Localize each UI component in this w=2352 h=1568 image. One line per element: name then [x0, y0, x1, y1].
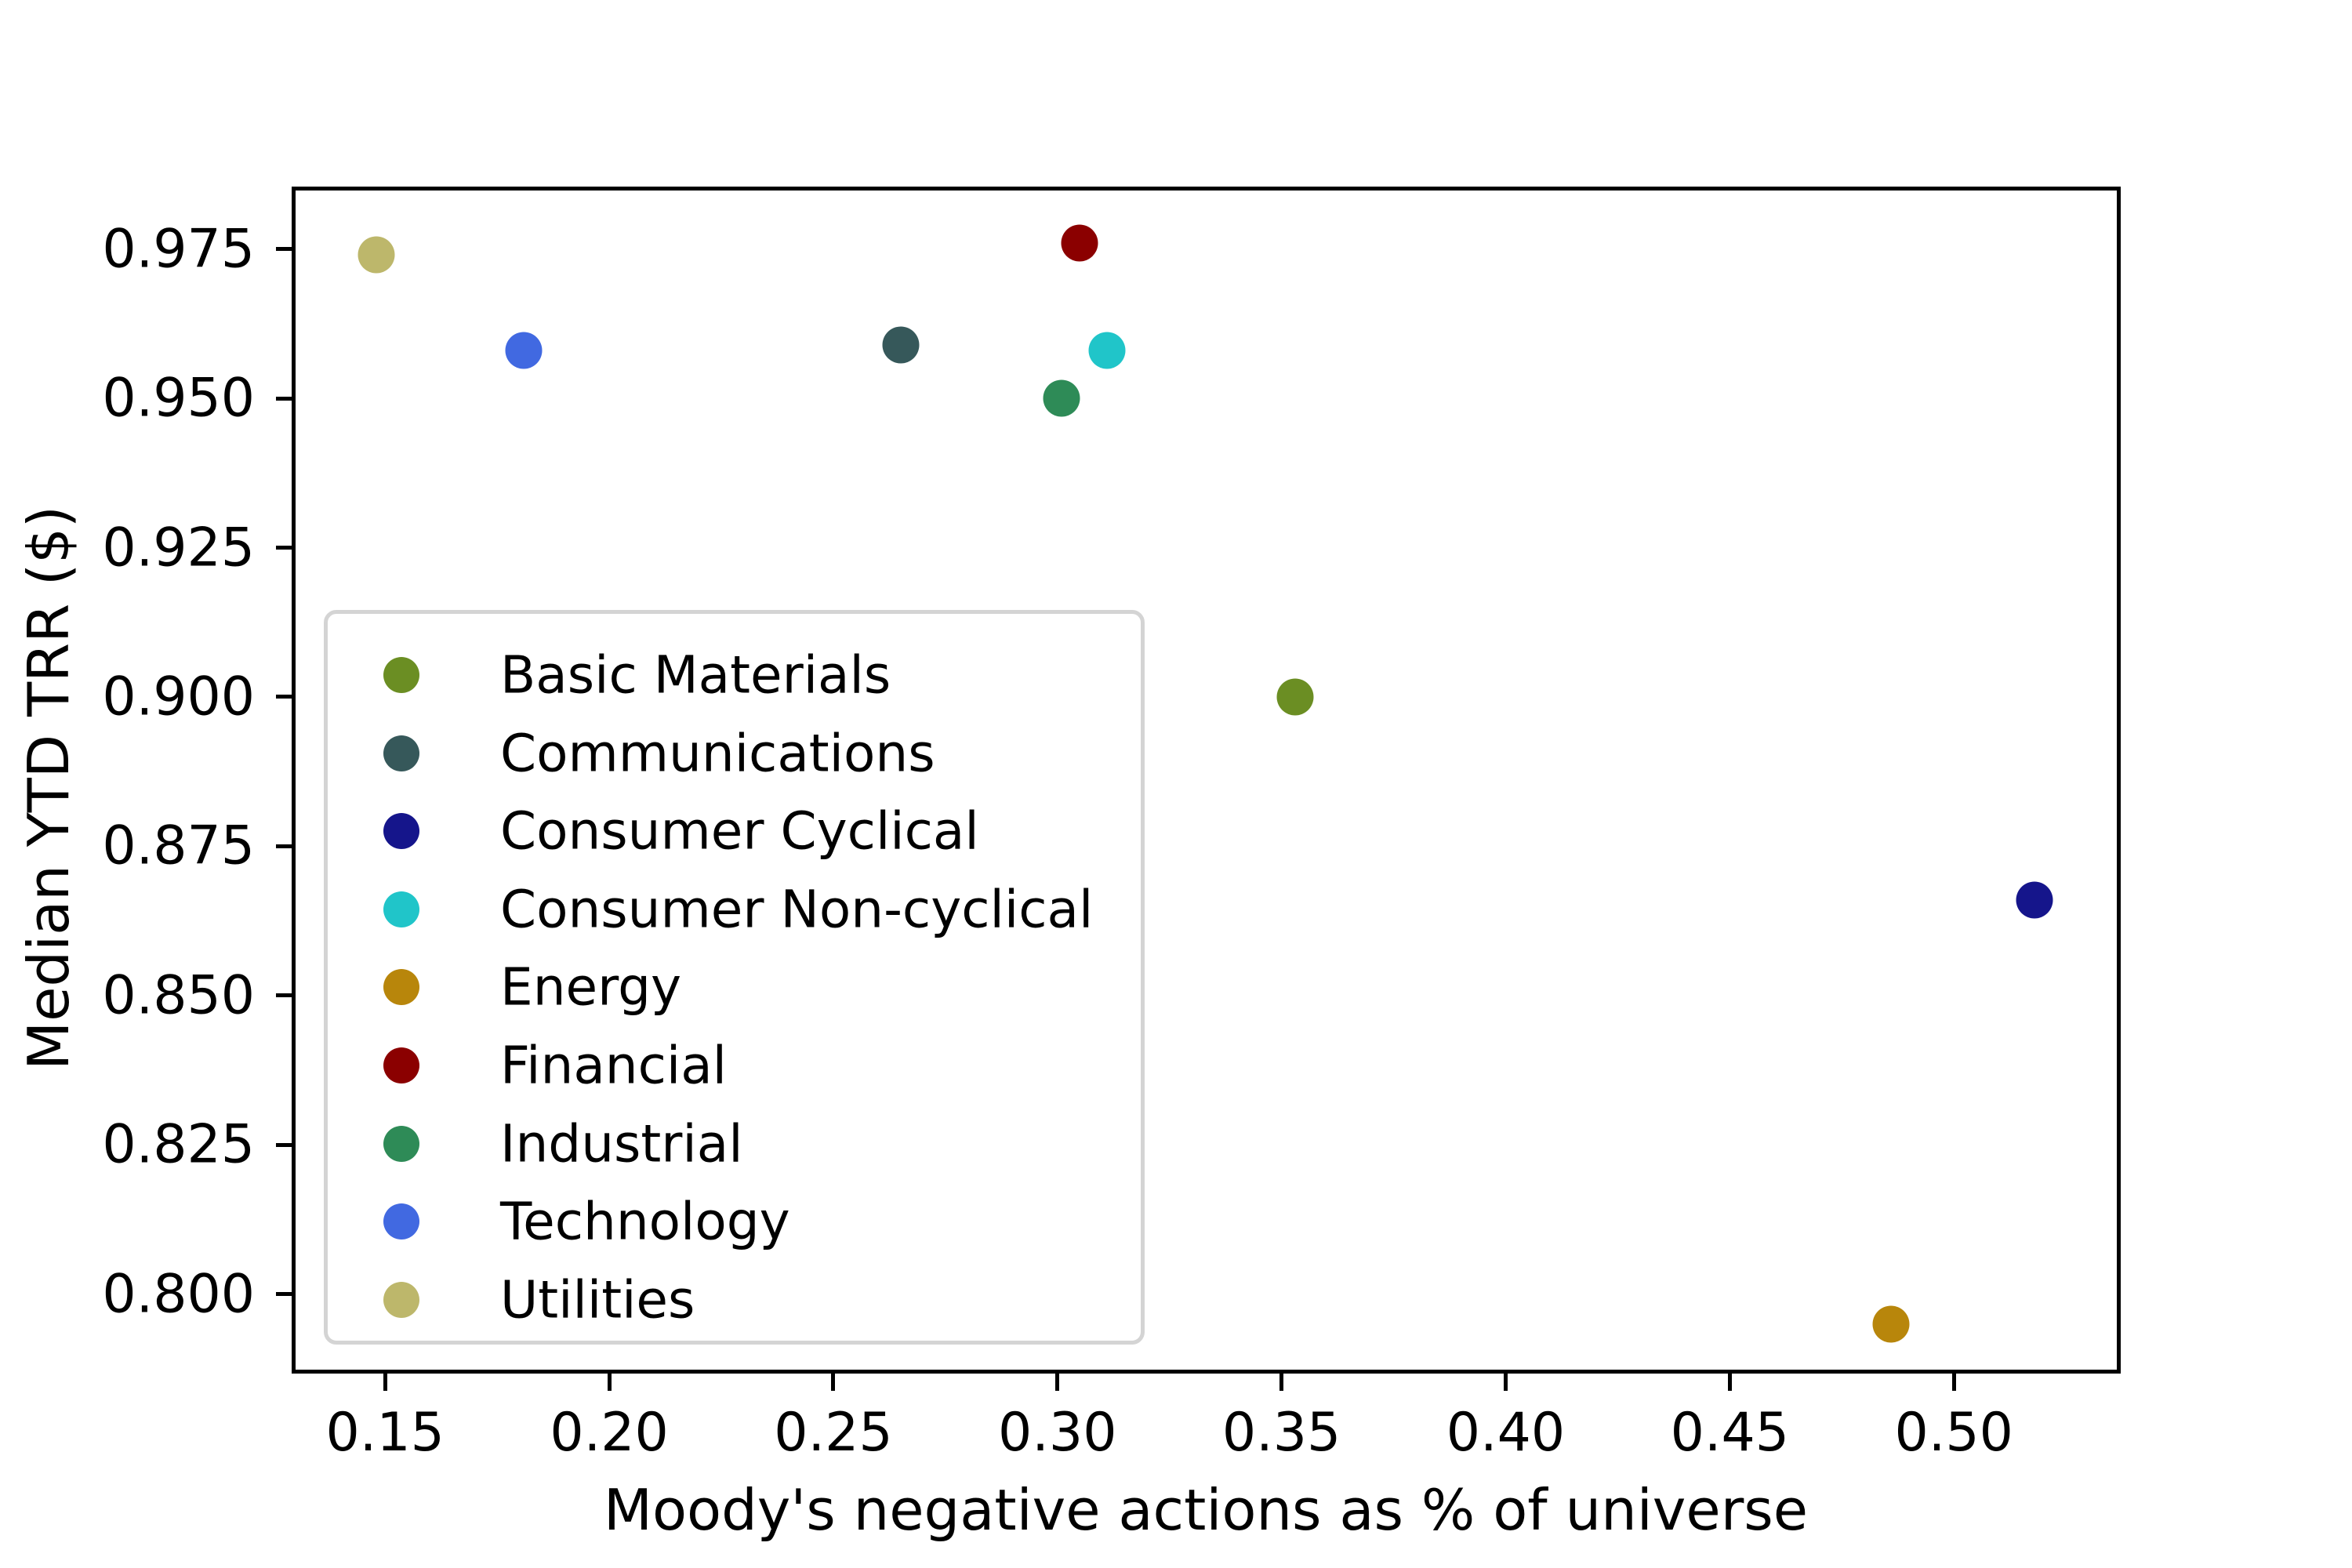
- y-tick-mark: [276, 993, 293, 998]
- legend-marker-industrial: [383, 1125, 419, 1162]
- y-tick-mark: [276, 1142, 293, 1147]
- x-tick-label: 0.25: [774, 1402, 893, 1464]
- data-point-consumer-non-cyclical: [1088, 332, 1126, 369]
- x-tick-label: 0.15: [325, 1402, 445, 1464]
- x-tick-label: 0.35: [1221, 1402, 1341, 1464]
- legend-item-consumer-non-cyclical: Consumer Non-cyclical: [500, 879, 1094, 940]
- x-tick-label: 0.40: [1446, 1402, 1566, 1464]
- data-point-utilities: [358, 236, 395, 274]
- data-point-industrial: [1043, 379, 1080, 417]
- legend-marker-energy: [383, 969, 419, 1006]
- legend-marker-basic-materials: [383, 657, 419, 693]
- legend-item-technology: Technology: [500, 1191, 790, 1252]
- x-tick-mark: [607, 1374, 612, 1391]
- legend-marker-utilities: [383, 1281, 419, 1318]
- legend-marker-communications: [383, 735, 419, 771]
- y-tick-mark: [276, 844, 293, 848]
- y-tick-label: 0.925: [102, 517, 255, 579]
- y-tick-label: 0.900: [102, 666, 255, 728]
- y-tick-mark: [276, 396, 293, 401]
- y-tick-mark: [276, 247, 293, 252]
- legend-item-basic-materials: Basic Materials: [500, 644, 891, 706]
- y-tick-mark: [276, 546, 293, 550]
- y-tick-label: 0.800: [102, 1263, 255, 1326]
- legend-item-industrial: Industrial: [500, 1113, 743, 1174]
- y-tick-label: 0.850: [102, 964, 255, 1027]
- legend-marker-consumer-non-cyclical: [383, 891, 419, 927]
- x-tick-label: 0.30: [998, 1402, 1117, 1464]
- data-point-basic-materials: [1276, 678, 1314, 716]
- y-tick-mark: [276, 1292, 293, 1297]
- x-tick-label: 0.20: [550, 1402, 669, 1464]
- legend-item-consumer-cyclical: Consumer Cyclical: [500, 800, 979, 862]
- legend-item-financial: Financial: [500, 1035, 728, 1096]
- legend-marker-financial: [383, 1047, 419, 1083]
- data-point-communications: [882, 326, 920, 364]
- legend: Basic Materials Communications Consumer Cy…: [324, 610, 1145, 1345]
- x-tick-mark: [383, 1374, 387, 1391]
- y-tick-label: 0.950: [102, 367, 255, 430]
- legend-item-energy: Energy: [500, 956, 682, 1018]
- y-tick-label: 0.875: [102, 815, 255, 877]
- data-point-technology: [505, 332, 543, 369]
- x-axis-label: Moody's negative actions as % of univers…: [603, 1477, 1809, 1543]
- x-tick-mark: [1951, 1374, 1956, 1391]
- data-point-energy: [1872, 1305, 1910, 1343]
- legend-item-communications: Communications: [500, 723, 935, 784]
- y-tick-label: 0.825: [102, 1113, 255, 1176]
- legend-item-utilities: Utilities: [500, 1269, 695, 1330]
- legend-marker-consumer-cyclical: [383, 813, 419, 850]
- x-tick-label: 0.50: [1894, 1402, 2013, 1464]
- x-tick-label: 0.45: [1670, 1402, 1790, 1464]
- x-tick-mark: [1055, 1374, 1060, 1391]
- x-tick-mark: [1503, 1374, 1508, 1391]
- x-tick-mark: [1727, 1374, 1732, 1391]
- x-tick-mark: [1279, 1374, 1284, 1391]
- data-point-financial: [1061, 224, 1098, 262]
- x-tick-mark: [831, 1374, 836, 1391]
- y-tick-label: 0.975: [102, 218, 255, 281]
- data-point-consumer-cyclical: [2016, 881, 2053, 919]
- legend-marker-technology: [383, 1203, 419, 1240]
- y-axis-label: Median YTD TRR ($): [16, 506, 82, 1070]
- y-tick-mark: [276, 695, 293, 699]
